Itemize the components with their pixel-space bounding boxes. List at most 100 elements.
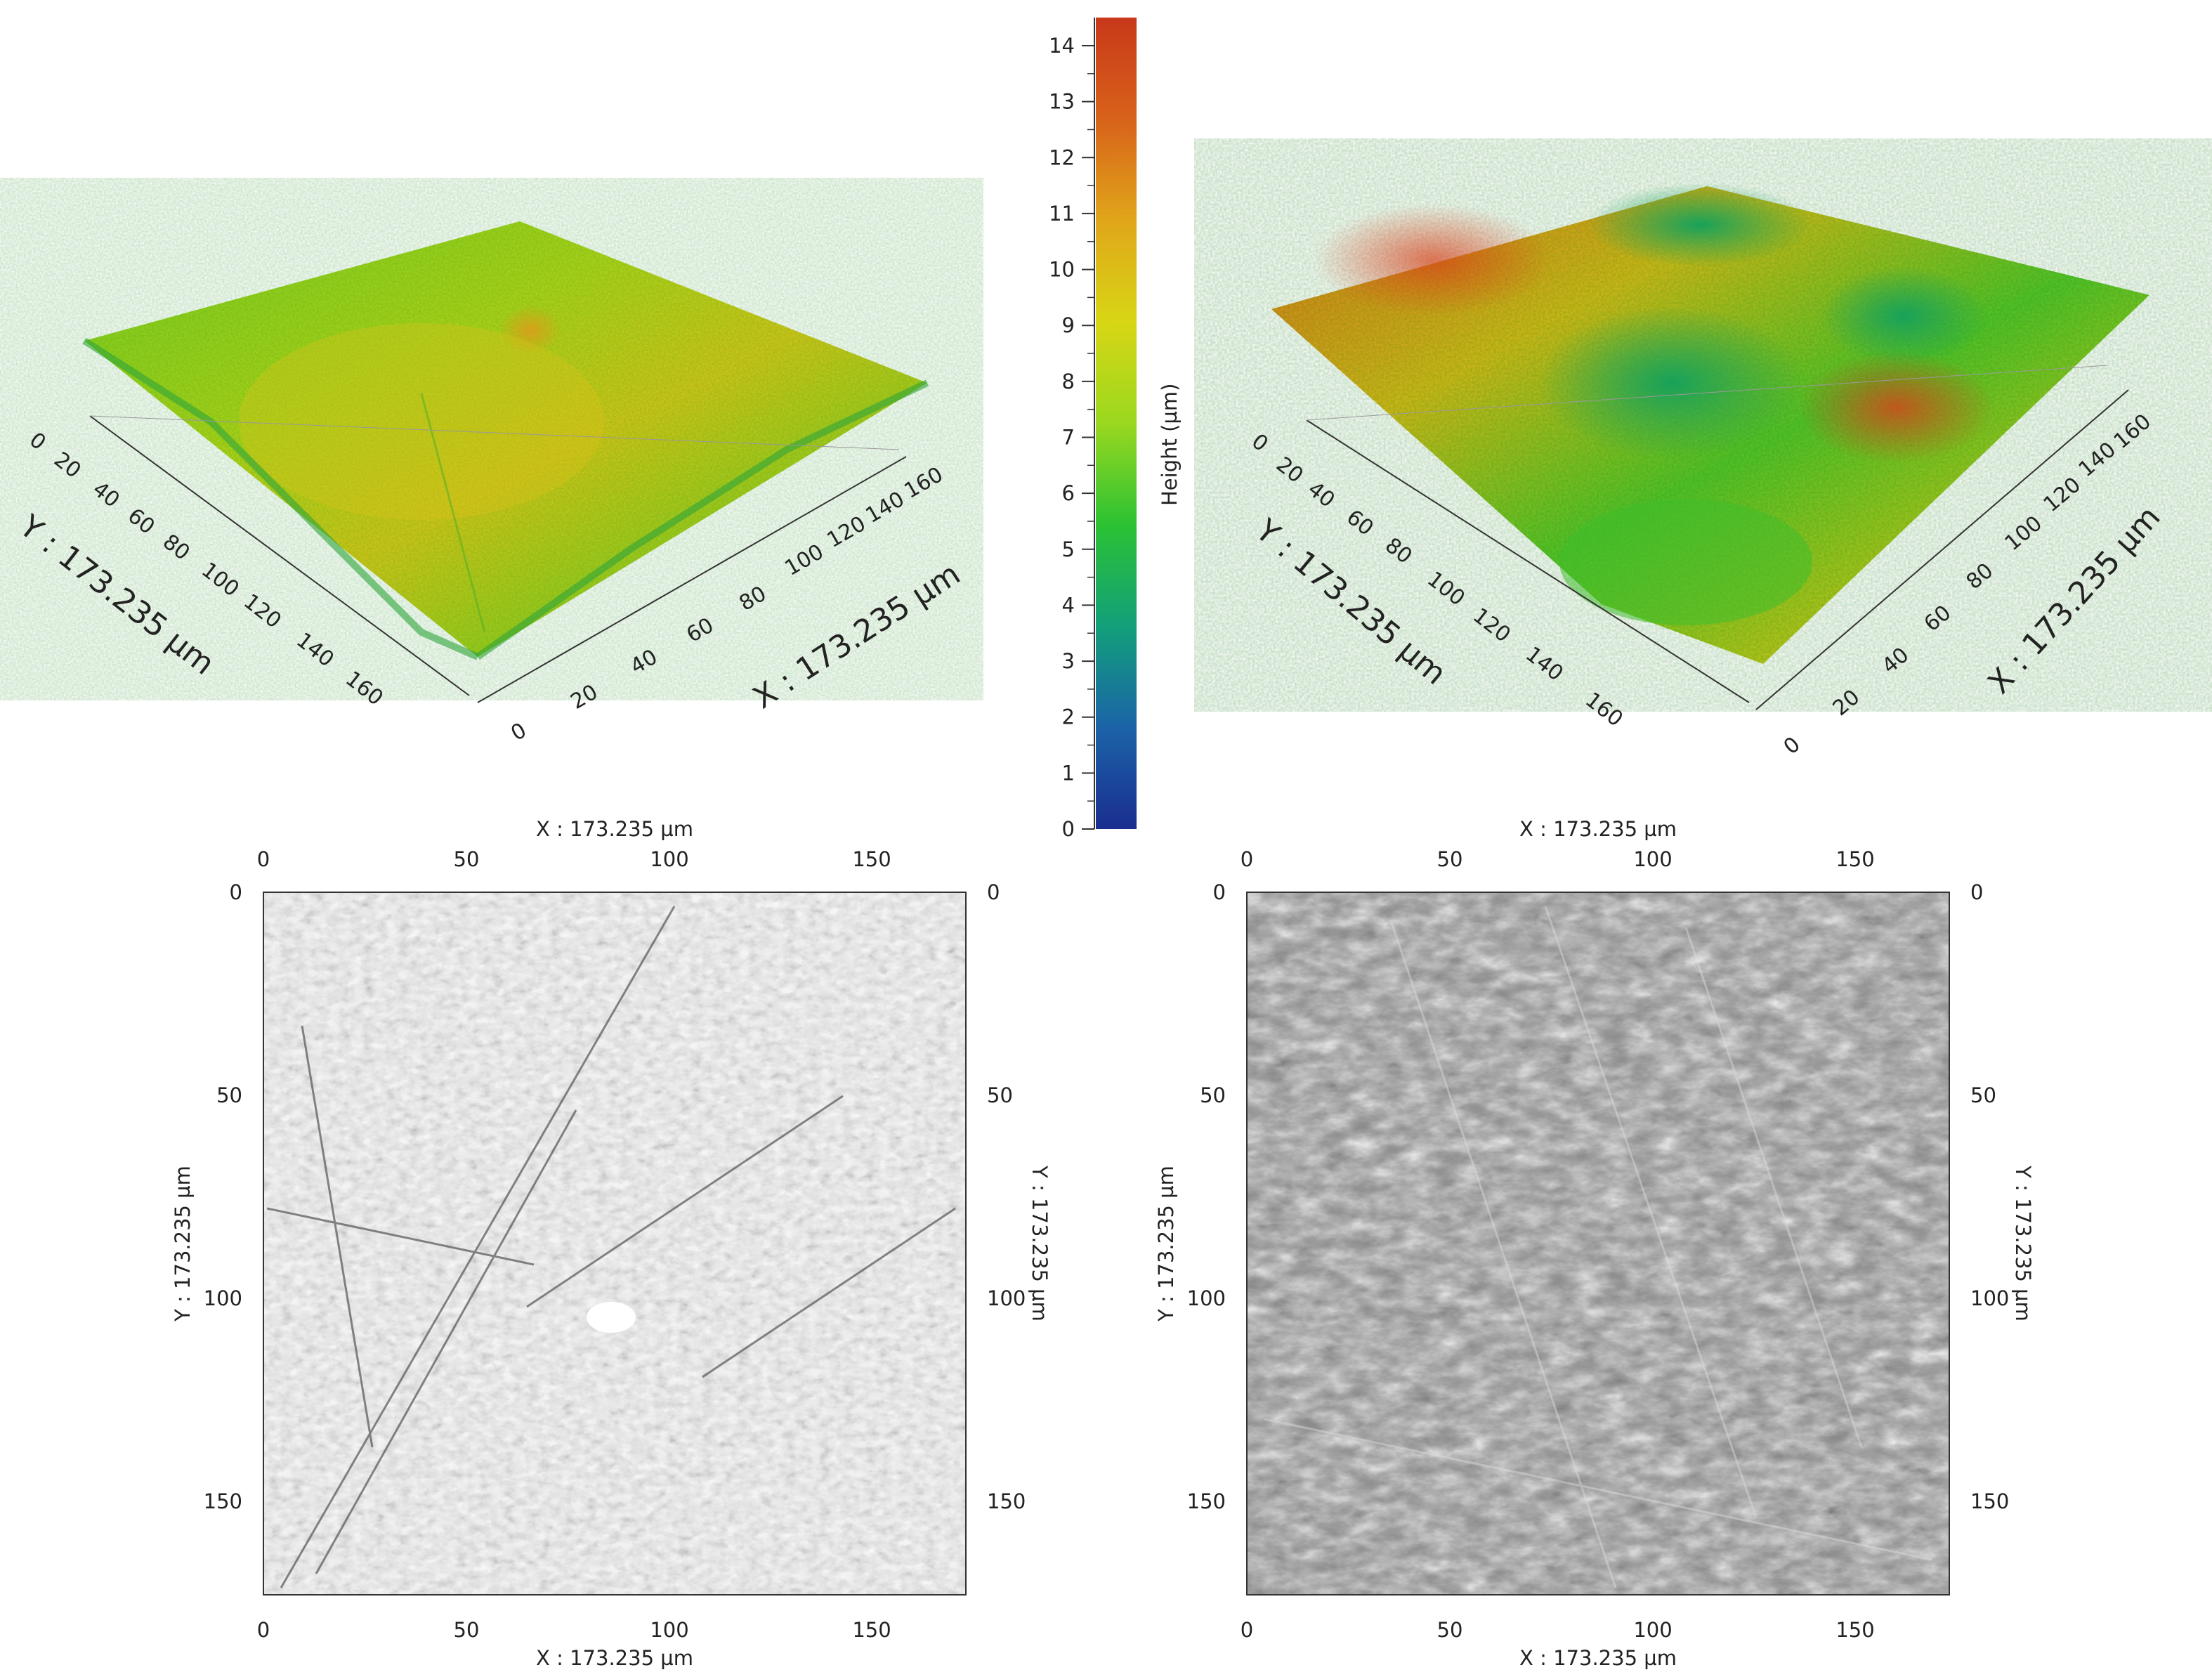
- x-tick-top: 150: [852, 847, 891, 871]
- x-tick-bottom: 50: [1437, 1618, 1463, 1642]
- colorbar-tick-label: 8: [1062, 370, 1075, 393]
- micrograph-right: X : 173.235 µm 0 50 100 150 0 50 100 150…: [1154, 817, 2035, 1670]
- surface-left-x-label: X : 173.235 µm: [747, 556, 967, 716]
- x-tick: 40: [627, 645, 662, 679]
- micrograph-left-y-label-right: Y : 173.235 µm: [1028, 1165, 1052, 1322]
- y-tick-left: 150: [204, 1489, 242, 1513]
- y-tick-left: 50: [1200, 1083, 1226, 1107]
- colorbar-tick-label: 7: [1062, 426, 1075, 450]
- x-tick: 60: [1920, 601, 1956, 637]
- colorbar-tick-label: 13: [1049, 90, 1075, 114]
- colorbar-tick-label: 1: [1062, 761, 1075, 785]
- y-tick-right: 50: [987, 1083, 1013, 1107]
- y-tick-right: 50: [1970, 1083, 1996, 1107]
- y-tick: 40: [88, 477, 124, 513]
- y-tick: 100: [1422, 567, 1470, 611]
- x-tick-bottom: 150: [852, 1618, 891, 1642]
- colorbar-tick-label: 4: [1062, 593, 1075, 617]
- x-tick-top: 100: [650, 847, 688, 871]
- surface-left-y-label: Y : 173.235 µm: [12, 508, 221, 682]
- x-tick: 20: [1828, 685, 1865, 721]
- x-tick: 160: [901, 462, 948, 504]
- micrograph-right-x-label-top: X : 173.235 µm: [1519, 817, 1677, 841]
- micrograph-left: X : 173.235 µm 0 50 100 150 0 50 100 150…: [171, 817, 1052, 1670]
- x-tick-top: 0: [1241, 847, 1253, 871]
- x-tick-bottom: 100: [1633, 1618, 1672, 1642]
- colorbar-tick-label: 6: [1062, 481, 1075, 505]
- x-tick-bottom: 0: [1241, 1618, 1253, 1642]
- colorbar-tick-label: 10: [1049, 258, 1075, 282]
- y-tick: 0: [25, 428, 51, 455]
- colorbar-tick-label: 3: [1062, 649, 1075, 673]
- micrograph-left-y-label-left: Y : 173.235 µm: [171, 1166, 195, 1322]
- y-tick-left: 100: [1187, 1286, 1226, 1310]
- x-tick: 60: [683, 613, 719, 648]
- y-tick: 160: [341, 667, 388, 711]
- colorbar-tick-label: 12: [1049, 145, 1075, 169]
- y-tick: 60: [123, 504, 159, 540]
- micrograph-left-image: [263, 892, 966, 1595]
- surface-right-mesh: [1271, 183, 2149, 664]
- y-tick-right: 100: [987, 1286, 1026, 1310]
- x-tick-bottom: 100: [650, 1618, 688, 1642]
- y-tick-right: 150: [987, 1489, 1026, 1513]
- colorbar-tick-label: 2: [1062, 705, 1075, 729]
- x-tick: 100: [2001, 511, 2047, 556]
- x-tick: 20: [567, 680, 603, 714]
- y-tick-left: 150: [1187, 1489, 1226, 1513]
- x-tick: 120: [2039, 473, 2086, 518]
- x-tick-top: 150: [1835, 847, 1874, 871]
- y-tick: 0: [1247, 429, 1273, 457]
- y-tick-right: 100: [1970, 1286, 2009, 1310]
- colorbar-tick-label: 14: [1049, 34, 1075, 58]
- y-tick: 160: [1581, 688, 1628, 732]
- x-tick-bottom: 150: [1835, 1618, 1874, 1642]
- x-tick: 80: [735, 582, 771, 616]
- micrograph-left-x-label-bottom: X : 173.235 µm: [536, 1646, 693, 1670]
- x-tick: 120: [823, 511, 870, 553]
- x-tick-top: 50: [1437, 847, 1463, 871]
- x-tick-top: 50: [454, 847, 480, 871]
- surface-3d-left: 0 20 40 60 80 100 120 140 160 0 20 40 60…: [12, 221, 967, 746]
- y-tick: 60: [1342, 505, 1378, 541]
- micrograph-right-image: [1247, 892, 1949, 1595]
- surface-3d-right: 0 20 40 60 80 100 120 140 160 0 20 40 60…: [1247, 183, 2168, 759]
- x-tick: 40: [1878, 643, 1914, 679]
- y-tick-left: 0: [1213, 880, 1226, 904]
- y-tick-left: 0: [230, 880, 242, 904]
- colorbar-tick-label: 11: [1049, 202, 1075, 226]
- x-tick: 160: [2109, 410, 2156, 455]
- x-tick: 100: [781, 540, 828, 581]
- x-tick-bottom: 0: [257, 1618, 270, 1642]
- micrograph-right-y-label-left: Y : 173.235 µm: [1154, 1166, 1178, 1322]
- y-tick: 80: [158, 530, 195, 566]
- y-tick: 140: [292, 628, 339, 672]
- micrograph-left-x-label-top: X : 173.235 µm: [536, 817, 693, 841]
- surface-right-y-label: Y : 173.235 µm: [1248, 512, 1453, 692]
- y-tick-right: 0: [1970, 880, 1983, 904]
- y-tick-right: 0: [987, 880, 1000, 904]
- y-tick: 120: [239, 589, 286, 634]
- y-tick: 80: [1380, 533, 1417, 569]
- x-tick-top: 0: [257, 847, 270, 871]
- colorbar-label: Height (µm): [1158, 384, 1182, 506]
- surface-left-axes: [89, 415, 907, 703]
- x-tick-bottom: 50: [454, 1618, 480, 1642]
- y-tick: 140: [1521, 642, 1568, 686]
- y-tick: 20: [1271, 452, 1308, 488]
- surface-left-mesh: [82, 221, 929, 660]
- y-tick-left: 100: [204, 1286, 242, 1310]
- x-tick-top: 100: [1633, 847, 1672, 871]
- y-tick: 40: [1303, 477, 1340, 513]
- y-tick-left: 50: [216, 1083, 242, 1107]
- micrograph-right-x-label-bottom: X : 173.235 µm: [1519, 1646, 1677, 1670]
- y-tick: 100: [197, 558, 244, 602]
- colorbar-tick-label: 0: [1062, 817, 1075, 841]
- surface-right-axes: [1306, 365, 2129, 710]
- y-tick: 120: [1468, 603, 1515, 648]
- colorbar-tick-label: 5: [1062, 537, 1075, 561]
- x-tick: 140: [862, 487, 909, 528]
- x-tick: 80: [1962, 559, 1998, 594]
- y-tick-right: 150: [1970, 1489, 2009, 1513]
